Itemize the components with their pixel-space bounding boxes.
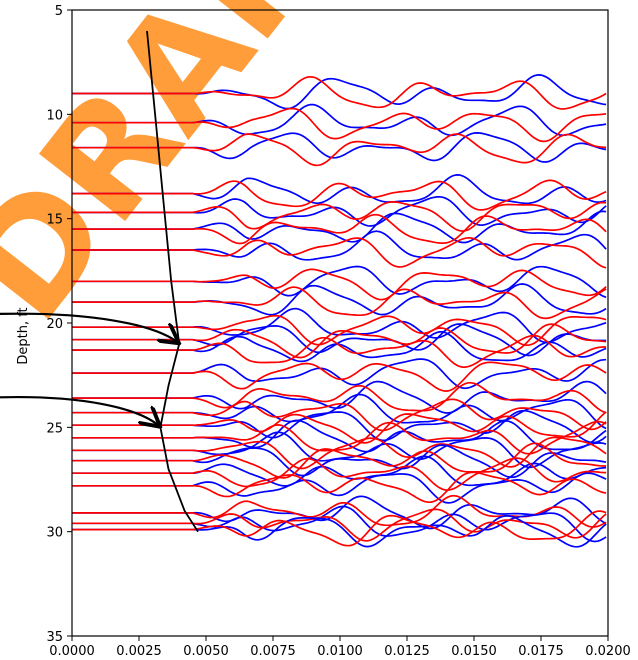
trace-line-series_b [72,213,607,245]
trace-line-series_b [72,510,607,547]
trace-line-series_b [72,436,607,470]
trace-line-series_b [72,457,607,491]
trace-line-series_b [72,508,607,542]
y-tick-label: 25 [46,421,63,436]
trace-line-series_b [72,494,607,528]
trace-line-series_b [72,361,607,392]
x-tick-label: 0.0000 [49,644,95,659]
x-tick-label: 0.0150 [451,644,497,659]
y-axis-label: Depth, ft [16,307,31,364]
x-tick-label: 0.0075 [250,644,296,659]
trace-line-series_b [72,236,607,269]
trace-line-series_b [72,133,607,167]
trace-line-series_b [72,201,607,232]
trace-lines [72,74,607,548]
y-tick-label: 15 [46,213,63,228]
x-tick-label: 0.0175 [518,644,564,659]
trace-line-series_b [72,179,607,211]
trace-line-series_b [72,381,607,414]
trace-line-series_b [72,420,607,455]
trace-line-series_b [72,107,607,143]
trace-line-series_b [72,75,607,110]
x-tick-label: 0.0125 [384,644,430,659]
y-tick-label: 5 [55,4,63,19]
x-axis-ticks: 0.0000 0.0025 0.0050 0.0075 0.0100 0.0125 0.01… [49,636,631,659]
y-axis-ticks: 5 10 15 20 25 30 35 [46,4,72,645]
y-tick-label: 10 [46,108,63,123]
trace-line-series_a [72,283,607,316]
x-tick-label: 0.0025 [116,644,162,659]
x-tick-label: 0.0200 [585,644,631,659]
trace-line-series_a [72,331,607,363]
trace-line-series_b [72,471,607,504]
y-tick-label: 20 [46,317,63,332]
trace-line-series_b [72,442,607,479]
trace-line-series_a [72,515,607,548]
y-tick-label: 30 [46,526,63,541]
x-tick-label: 0.0050 [183,644,229,659]
trace-line-series_b [72,334,607,368]
y-tick-label: 35 [46,630,63,645]
x-tick-label: 0.0100 [317,644,363,659]
trace-line-series_b [72,268,607,301]
annotation-arrow [0,312,177,342]
trace-line-series_b [72,286,607,320]
annotation-arrows [0,312,177,426]
annotation-arrow [0,395,158,425]
